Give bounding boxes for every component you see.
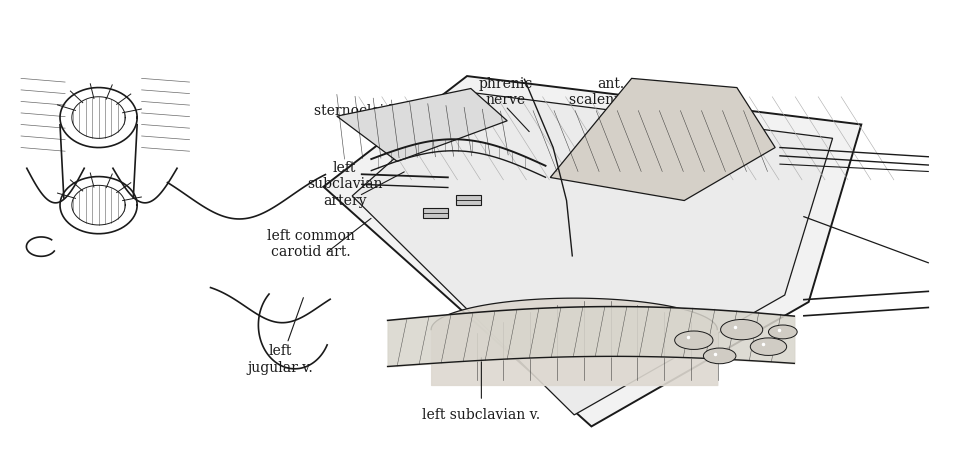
Circle shape (768, 325, 797, 339)
Circle shape (721, 319, 763, 340)
Polygon shape (337, 89, 507, 161)
Polygon shape (323, 76, 861, 426)
Text: sternocleidomastoid m.: sternocleidomastoid m. (315, 104, 479, 118)
Circle shape (750, 338, 787, 355)
Text: phrenic
nerve: phrenic nerve (478, 77, 532, 107)
Text: ant.
scalenus m.: ant. scalenus m. (569, 77, 652, 107)
Text: left
jugular v.: left jugular v. (248, 344, 313, 375)
Circle shape (703, 348, 736, 364)
Text: left subclavian v.: left subclavian v. (422, 408, 541, 422)
Polygon shape (352, 92, 833, 415)
Text: left
subclavian
artery: left subclavian artery (307, 161, 382, 207)
Circle shape (675, 331, 713, 349)
Polygon shape (550, 78, 775, 201)
FancyBboxPatch shape (423, 208, 448, 218)
FancyBboxPatch shape (456, 195, 481, 205)
Text: left common
carotid art.: left common carotid art. (267, 229, 355, 260)
